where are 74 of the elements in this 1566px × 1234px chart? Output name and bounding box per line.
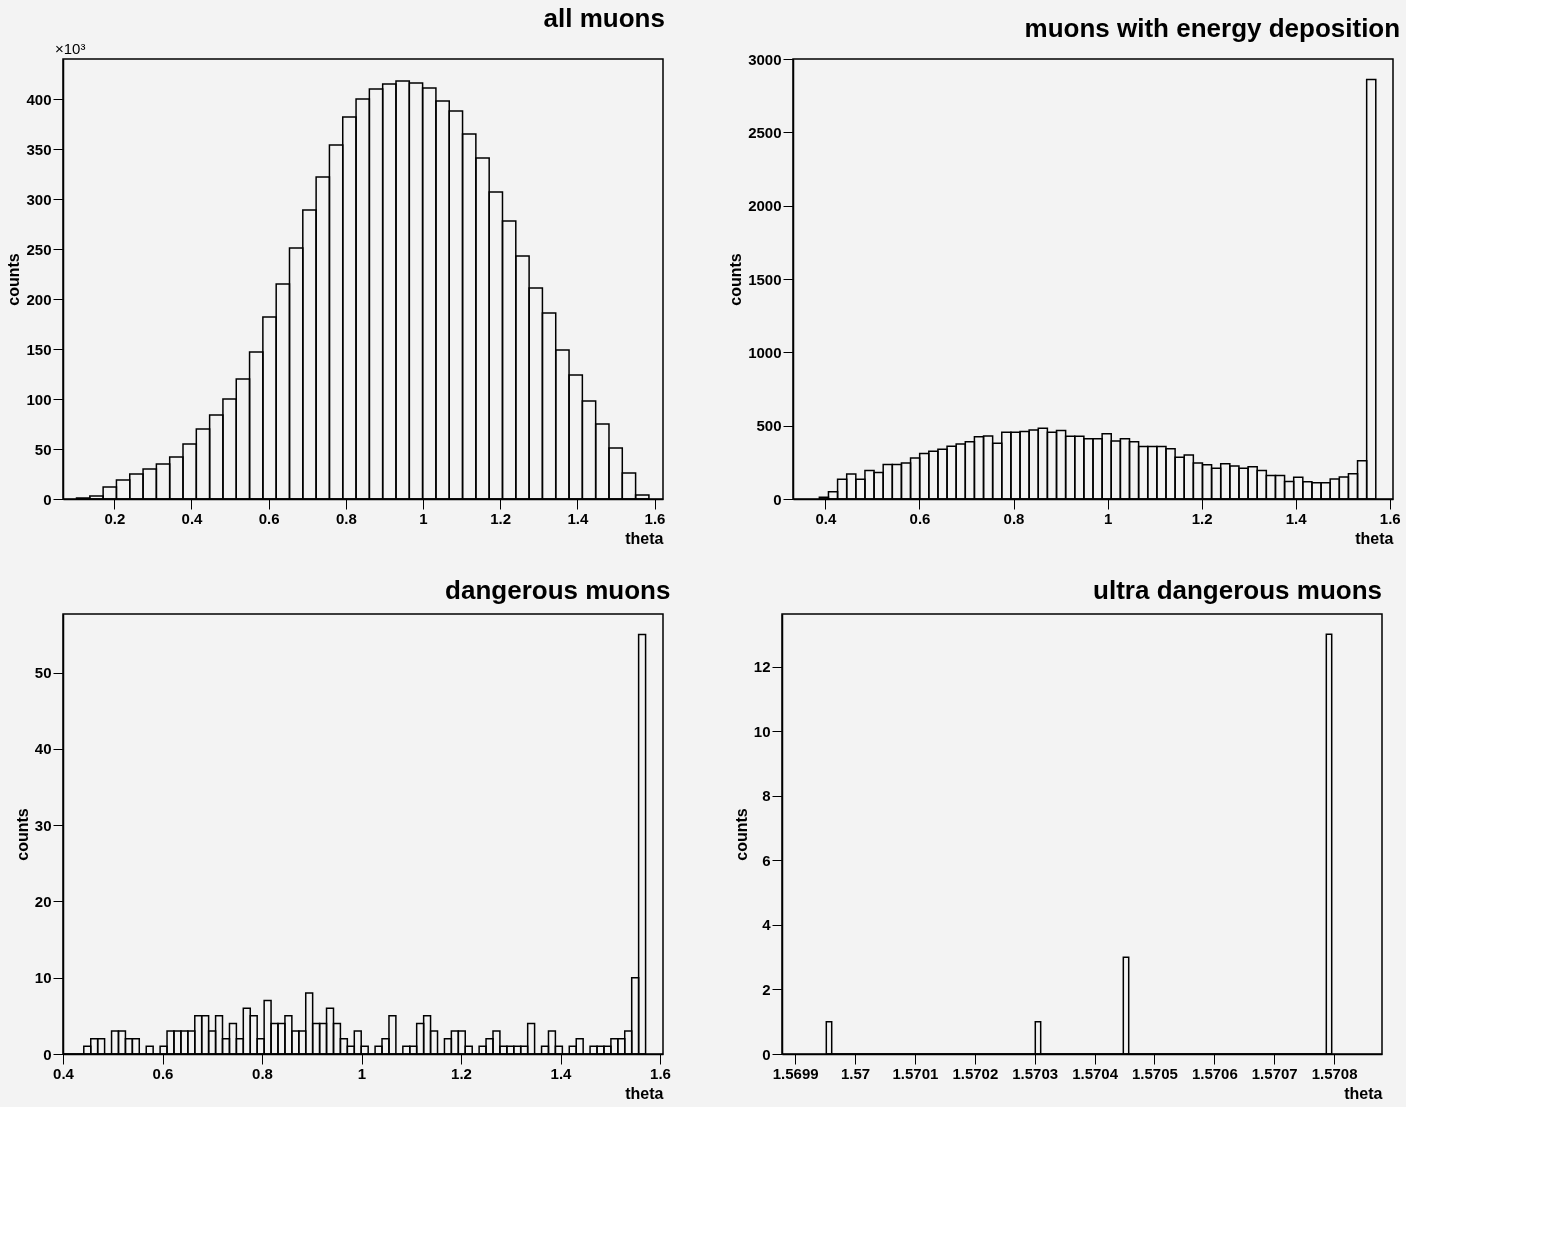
y-tick-label: 50 [34, 664, 52, 682]
y-tick-label: 1000 [748, 343, 782, 361]
x-tick-label: 0.8 [252, 1064, 273, 1082]
x-tick-label: 1 [357, 1064, 367, 1082]
x-tick-label: 1.57 [840, 1064, 871, 1082]
y-tick-label: 8 [762, 787, 771, 805]
x-tick-label: 1.6 [650, 1064, 671, 1082]
y-tick-label: 2500 [748, 123, 782, 141]
y-tick-label: 400 [26, 90, 52, 108]
y-axis-title: counts [732, 808, 750, 861]
y-tick-label: 6 [762, 851, 771, 869]
y-tick-label: 20 [34, 892, 52, 910]
chart-title: all muons [543, 3, 665, 33]
y-tick-label: 0 [43, 490, 52, 508]
x-tick-label: 0.8 [1003, 509, 1025, 527]
x-tick-label: 1.6 [1379, 509, 1401, 527]
x-tick-label: 1.5703 [1012, 1064, 1059, 1082]
y-tick-label: 12 [753, 658, 771, 676]
x-tick-label: 1.6 [644, 509, 666, 527]
chart-title: muons with energy deposition [1024, 13, 1401, 43]
y-axis-title: counts [13, 808, 31, 861]
y-tick-label: 200 [26, 290, 52, 308]
x-tick-label: 1.5699 [772, 1064, 819, 1082]
x-tick-label: 0.4 [53, 1064, 75, 1082]
y-tick-label: 250 [26, 240, 52, 258]
x-tick-label: 1.2 [1191, 509, 1213, 527]
x-tick-label: 1.2 [451, 1064, 472, 1082]
y-tick-label: 2 [762, 980, 771, 998]
y-tick-label: 10 [753, 722, 771, 740]
x-tick-label: 0.6 [909, 509, 931, 527]
chart-title: ultra dangerous muons [1093, 575, 1382, 605]
y-tick-label: 350 [26, 140, 52, 158]
x-tick-label: 1.5704 [1072, 1064, 1119, 1082]
x-tick-label: 1.4 [567, 509, 589, 527]
x-tick-label: 0.4 [815, 509, 838, 527]
y-tick-label: 3000 [748, 50, 782, 68]
y-tick-label: 1500 [748, 270, 782, 288]
y-tick-label: 50 [34, 440, 52, 458]
x-tick-label: 1.2 [490, 509, 512, 527]
x-tick-label: 1.5705 [1132, 1064, 1178, 1082]
y-tick-label: 0 [43, 1045, 52, 1063]
x-axis-title: theta [625, 1084, 664, 1102]
y-tick-label: 500 [756, 417, 782, 435]
x-tick-label: 0.2 [104, 509, 126, 527]
y-tick-label: 10 [34, 969, 52, 987]
x-tick-label: 0.6 [258, 509, 280, 527]
y-tick-label: 0 [773, 490, 782, 508]
x-axis-title: theta [625, 529, 664, 547]
x-axis-title: theta [1355, 529, 1394, 547]
x-tick-label: 1.5707 [1251, 1064, 1298, 1082]
y-tick-label: 100 [26, 390, 52, 408]
x-tick-label: 0.4 [181, 509, 204, 527]
chart-title: dangerous muons [445, 575, 671, 605]
x-tick-label: 1 [419, 509, 428, 527]
x-tick-label: 1.4 [550, 1064, 573, 1082]
y-tick-label: 30 [34, 816, 52, 834]
y-tick-label: 4 [762, 916, 772, 934]
y-tick-label: 0 [762, 1045, 771, 1063]
x-tick-label: 1.5706 [1191, 1064, 1238, 1082]
y-axis-title: counts [5, 253, 23, 306]
x-tick-label: 1.5702 [952, 1064, 999, 1082]
y-tick-label: 40 [34, 740, 52, 758]
y-axis-title: counts [727, 253, 745, 306]
x-axis-title: theta [1344, 1084, 1383, 1102]
y-tick-label: 2000 [748, 197, 782, 215]
x-tick-label: 1.4 [1285, 509, 1308, 527]
x-tick-label: 1.5701 [892, 1064, 939, 1082]
y-tick-label: 150 [26, 340, 52, 358]
x-tick-label: 0.6 [152, 1064, 174, 1082]
x-tick-label: 1 [1103, 509, 1113, 527]
x-tick-label: 0.8 [335, 509, 357, 527]
text: ×10³ [55, 40, 86, 57]
x-tick-label: 1.5708 [1311, 1064, 1358, 1082]
y-tick-label: 300 [26, 190, 52, 208]
